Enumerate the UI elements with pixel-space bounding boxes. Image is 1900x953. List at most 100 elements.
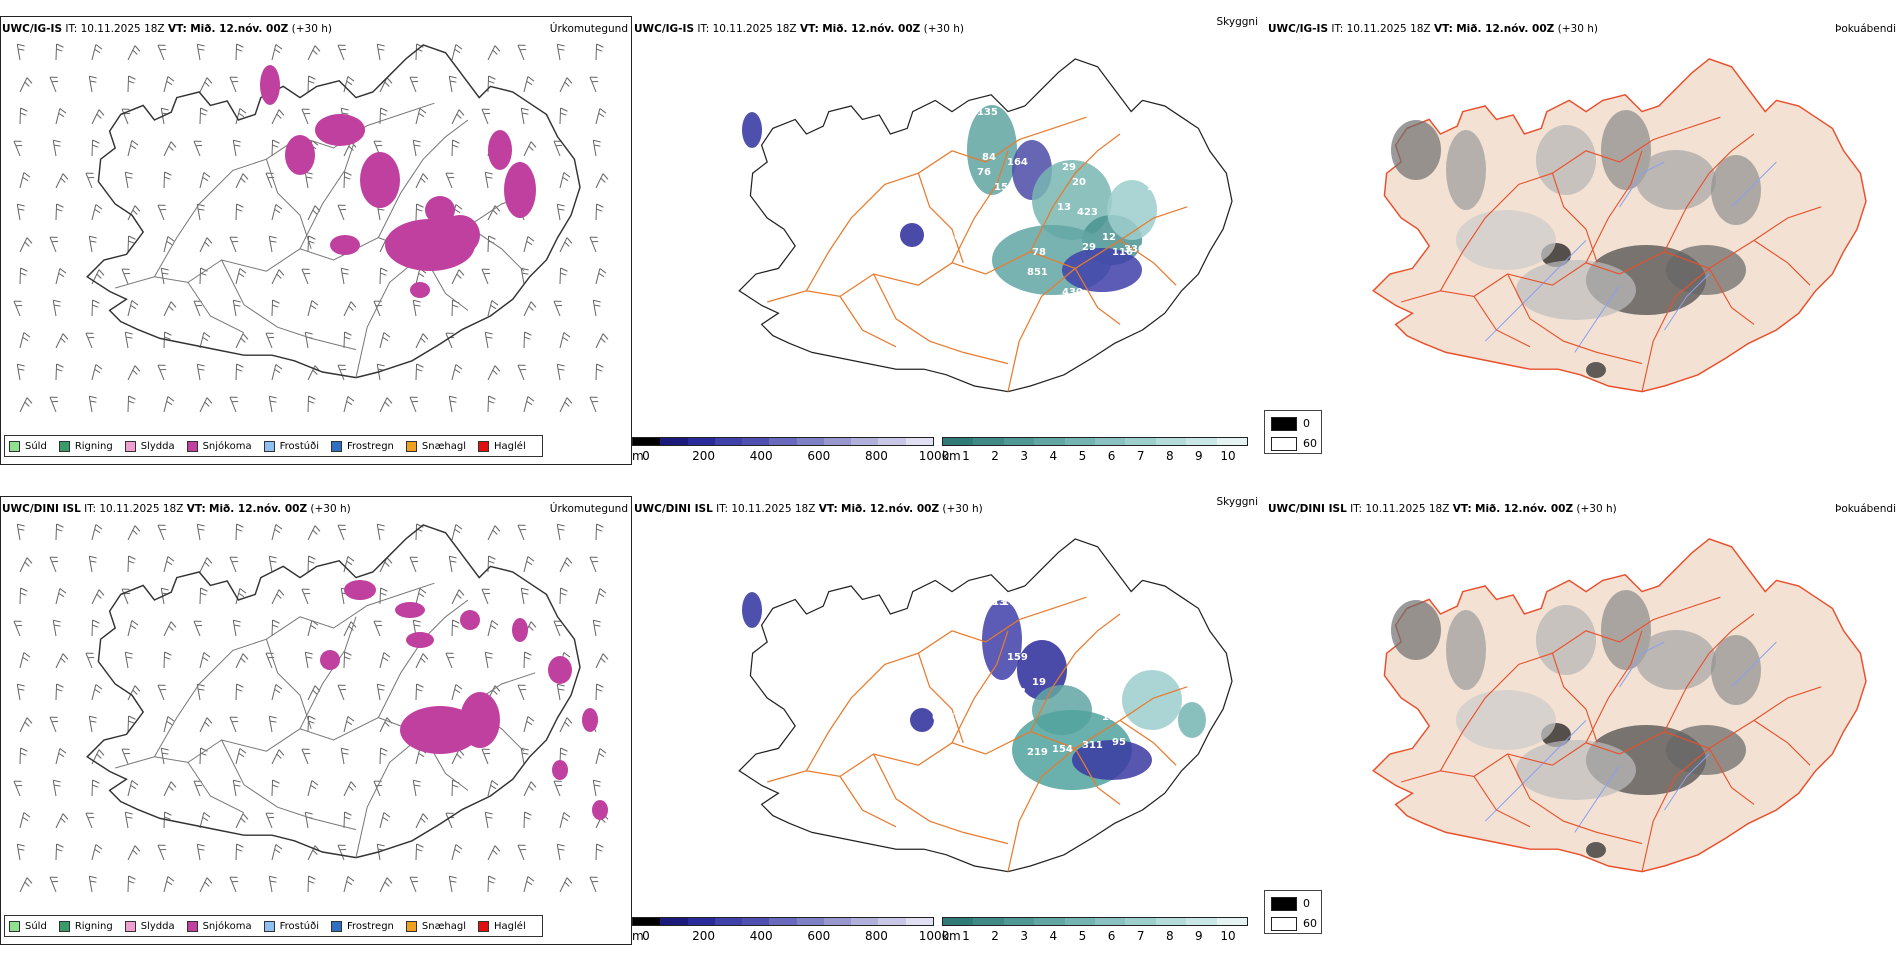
wind-barb <box>343 621 357 637</box>
vt-value: Mið. 12.nóv. 00Z <box>190 23 289 35</box>
wind-barb <box>271 44 283 61</box>
panel-fog-top: UWC/IG-IS IT: 10.11.2025 18Z VT: Mið. 12… <box>1266 10 1900 465</box>
wind-barb <box>196 843 205 861</box>
wind-barb <box>121 748 131 765</box>
wind-barb <box>49 396 59 413</box>
legend-label: Snjókoma <box>202 920 252 932</box>
legend-swatch <box>186 440 198 452</box>
road-line <box>221 259 357 351</box>
wind-barb <box>88 555 97 573</box>
road-line <box>951 630 1009 744</box>
wind-barb <box>595 43 604 61</box>
wind-barb <box>595 108 607 125</box>
wind-barb <box>592 779 601 797</box>
wind-barb <box>523 396 535 413</box>
it-value: 10.11.2025 18Z <box>1365 503 1450 515</box>
legend-item: Snjókoma <box>186 440 252 452</box>
wind-barb <box>271 749 285 765</box>
wind-barb <box>49 76 59 93</box>
legend-label: Rigning <box>74 920 113 932</box>
wind-barb <box>229 716 239 733</box>
wind-barb <box>85 332 95 349</box>
road-line <box>153 582 435 758</box>
wind-barb <box>271 589 285 605</box>
visibility-colorbar-km: km 1 2 3 4 5 6 7 8 9 10 <box>942 917 1252 953</box>
legend-label: Snæhagl <box>421 440 467 452</box>
wind-barb <box>235 363 244 381</box>
river-line <box>1574 284 1621 353</box>
wind-barb <box>127 620 139 637</box>
legend-label: Haglél <box>494 440 526 452</box>
wind-barb <box>589 556 599 573</box>
wind-barb <box>91 299 100 317</box>
wind-barb <box>523 781 537 797</box>
road-line <box>767 206 1188 303</box>
wind-barb <box>412 139 421 157</box>
river-line <box>1663 273 1710 331</box>
wind-barb <box>448 555 457 573</box>
wind-barb <box>343 651 352 669</box>
wind-barb <box>127 685 141 701</box>
wind-barb <box>163 331 172 349</box>
wind-barb <box>271 109 285 125</box>
wind-barb <box>340 267 349 285</box>
legend-label: Frostregn <box>347 920 394 932</box>
road-line <box>1439 596 1721 772</box>
wind-barb <box>229 876 239 893</box>
road-line <box>299 136 357 250</box>
snow-area <box>320 650 340 670</box>
it-label: IT: <box>697 23 710 35</box>
wind-barb <box>556 843 565 861</box>
wind-barb <box>451 524 463 541</box>
wind-barb <box>340 747 349 765</box>
wind-barb <box>91 204 103 221</box>
wind-barb <box>271 684 283 701</box>
legend-swatch <box>478 440 490 452</box>
wind-barb <box>268 715 277 733</box>
wind-barb <box>271 779 280 797</box>
visibility-label: 311 <box>1082 740 1103 751</box>
wind-barb <box>127 780 139 797</box>
wind-barb <box>127 235 136 253</box>
snow-area <box>582 708 598 732</box>
wind-barb <box>91 524 103 541</box>
it-label: IT: <box>1350 503 1363 515</box>
iceland-outline <box>86 44 581 379</box>
wind-barb <box>589 876 599 893</box>
wind-barb <box>127 45 141 61</box>
lead-time: (+30 h) <box>1557 23 1598 35</box>
wind-barb <box>157 44 167 61</box>
wind-barb <box>592 619 601 637</box>
road-line <box>1473 776 1531 828</box>
wind-barb <box>376 523 385 541</box>
fog-area <box>1391 120 1441 180</box>
legend-swatch <box>9 920 20 932</box>
colorbar-cell <box>1186 918 1217 925</box>
colorbar-unit: km <box>942 929 961 943</box>
wind-barb <box>559 812 571 829</box>
wind-barb <box>595 333 609 349</box>
wind-barb <box>409 556 419 573</box>
road-line <box>1753 239 1811 286</box>
wind-barb <box>415 203 424 221</box>
colorbar-cell <box>1095 438 1126 445</box>
wind-barb <box>448 75 457 93</box>
wind-barb <box>16 43 25 61</box>
road-line <box>1119 719 1177 766</box>
wind-barb <box>199 397 213 413</box>
wind-barb <box>487 45 501 61</box>
wind-barb <box>556 363 565 381</box>
colorbar-tick: 7 <box>1136 929 1145 943</box>
panel-title: Þokuábendi <box>1835 23 1896 35</box>
wind-barb <box>49 876 59 893</box>
wind-barb <box>412 779 421 797</box>
vt-label: VT: <box>1433 23 1453 35</box>
colorbar-tick: 2 <box>991 929 999 943</box>
iceland-outline <box>1372 58 1867 393</box>
wind-barb <box>91 684 103 701</box>
snow-area <box>440 215 480 255</box>
wind-barb <box>487 75 496 93</box>
visibility-area <box>1072 740 1152 780</box>
